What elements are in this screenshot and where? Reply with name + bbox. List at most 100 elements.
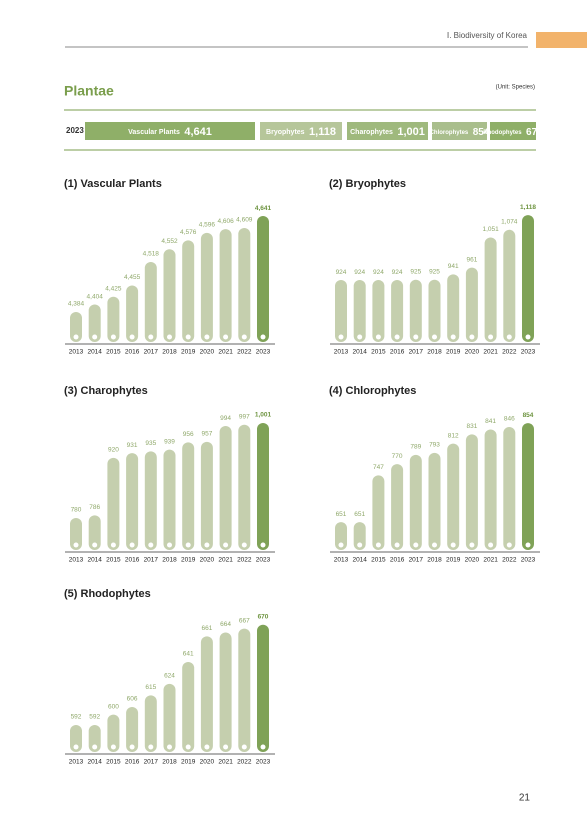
bar-dot [110,744,116,750]
bar-dot [260,744,266,750]
x-tick-label: 2017 [144,349,159,356]
bar [182,240,195,342]
x-tick-label: 2015 [106,759,121,766]
bar [200,636,213,752]
bar [219,632,232,752]
value-label: 615 [145,684,156,691]
bar [70,312,82,342]
bar-dot [92,334,98,340]
bar-dot [413,542,419,548]
x-tick-label: 2017 [409,349,424,356]
x-tick-label: 2023 [521,557,536,564]
value-label: 4,576 [180,229,197,236]
value-label: 931 [127,442,138,449]
bar [484,237,497,342]
bar-dot [260,334,266,340]
page-number: 21 [519,793,531,804]
x-tick-label: 2016 [390,349,405,356]
bar [200,441,213,550]
bar-dot [129,542,135,548]
bar-dot [92,542,98,548]
value-label: 4,609 [236,217,253,224]
bar-dot [241,542,247,548]
x-tick-label: 2019 [181,759,196,766]
bar-dot [204,744,210,750]
x-tick-label: 2023 [521,349,536,356]
bar [88,515,101,550]
bar-dot [394,334,400,340]
value-label: 4,425 [105,285,122,292]
x-tick-label: 2021 [218,557,233,564]
bar [126,453,139,550]
bar-dot [129,334,135,340]
bar [353,522,366,550]
bar [447,274,460,342]
summary-segment [432,122,487,140]
bar-dot [167,334,172,340]
bar [353,280,366,342]
bar [144,695,157,752]
x-tick-label: 2015 [371,557,386,564]
x-tick-label: 2018 [162,557,177,564]
bar [391,280,404,342]
summary-name: Vascular Plants [128,129,180,136]
summary-year: 2023 [66,126,84,135]
value-label: 4,641 [255,205,272,212]
value-label: 1,001 [255,412,272,419]
bar-dot [167,744,172,750]
bar-dot [73,542,79,548]
value-label: 747 [373,464,384,471]
bar-dot [148,542,154,548]
chart-title: (1) Vascular Plants [64,178,162,190]
value-label: 4,455 [124,274,141,281]
x-tick-label: 2016 [390,557,405,564]
bar-dot [129,744,135,750]
x-tick-label: 2022 [502,557,517,564]
value-label: 994 [220,415,231,422]
x-tick-label: 2022 [237,557,252,564]
bar-dot [73,334,79,340]
value-label: 592 [71,714,82,721]
x-tick-label: 2019 [446,557,461,564]
x-tick-label: 2023 [256,557,271,564]
bar [126,706,139,752]
bar [88,724,101,752]
value-label: 920 [108,447,119,454]
x-tick-label: 2018 [427,349,442,356]
bar [182,662,195,752]
bar-dot [432,334,437,340]
bar [182,442,195,550]
bar-dot [450,334,456,340]
x-tick-label: 2014 [87,349,102,356]
value-label: 846 [504,416,515,423]
value-label: 780 [71,507,82,514]
value-label: 789 [410,444,421,451]
x-tick-label: 2020 [465,557,480,564]
summary-name: Rhodophytes [483,130,522,136]
bar-dot [92,744,98,750]
x-tick-label: 2022 [237,759,252,766]
value-label: 941 [448,263,459,270]
bar [238,228,251,342]
x-tick-label: 2020 [200,557,215,564]
value-label: 606 [127,696,138,703]
value-label: 770 [392,453,403,460]
bar [503,229,516,342]
x-tick-label: 2021 [483,349,498,356]
value-label: 997 [239,413,250,420]
x-tick-label: 2022 [502,349,517,356]
value-label: 925 [410,268,421,275]
summary-bar: Vascular Plants 4,641 Bryophytes 1,118 Cha… [85,122,543,140]
bar-dot [357,542,363,548]
x-tick-label: 2014 [87,557,102,564]
x-tick-label: 2013 [69,759,84,766]
value-label: 961 [466,256,477,263]
value-label: 4,606 [217,218,234,225]
bar-dot [525,542,531,548]
x-tick-label: 2015 [106,349,121,356]
value-label: 661 [201,625,212,632]
bar-dot [432,542,437,548]
bar [257,624,269,752]
